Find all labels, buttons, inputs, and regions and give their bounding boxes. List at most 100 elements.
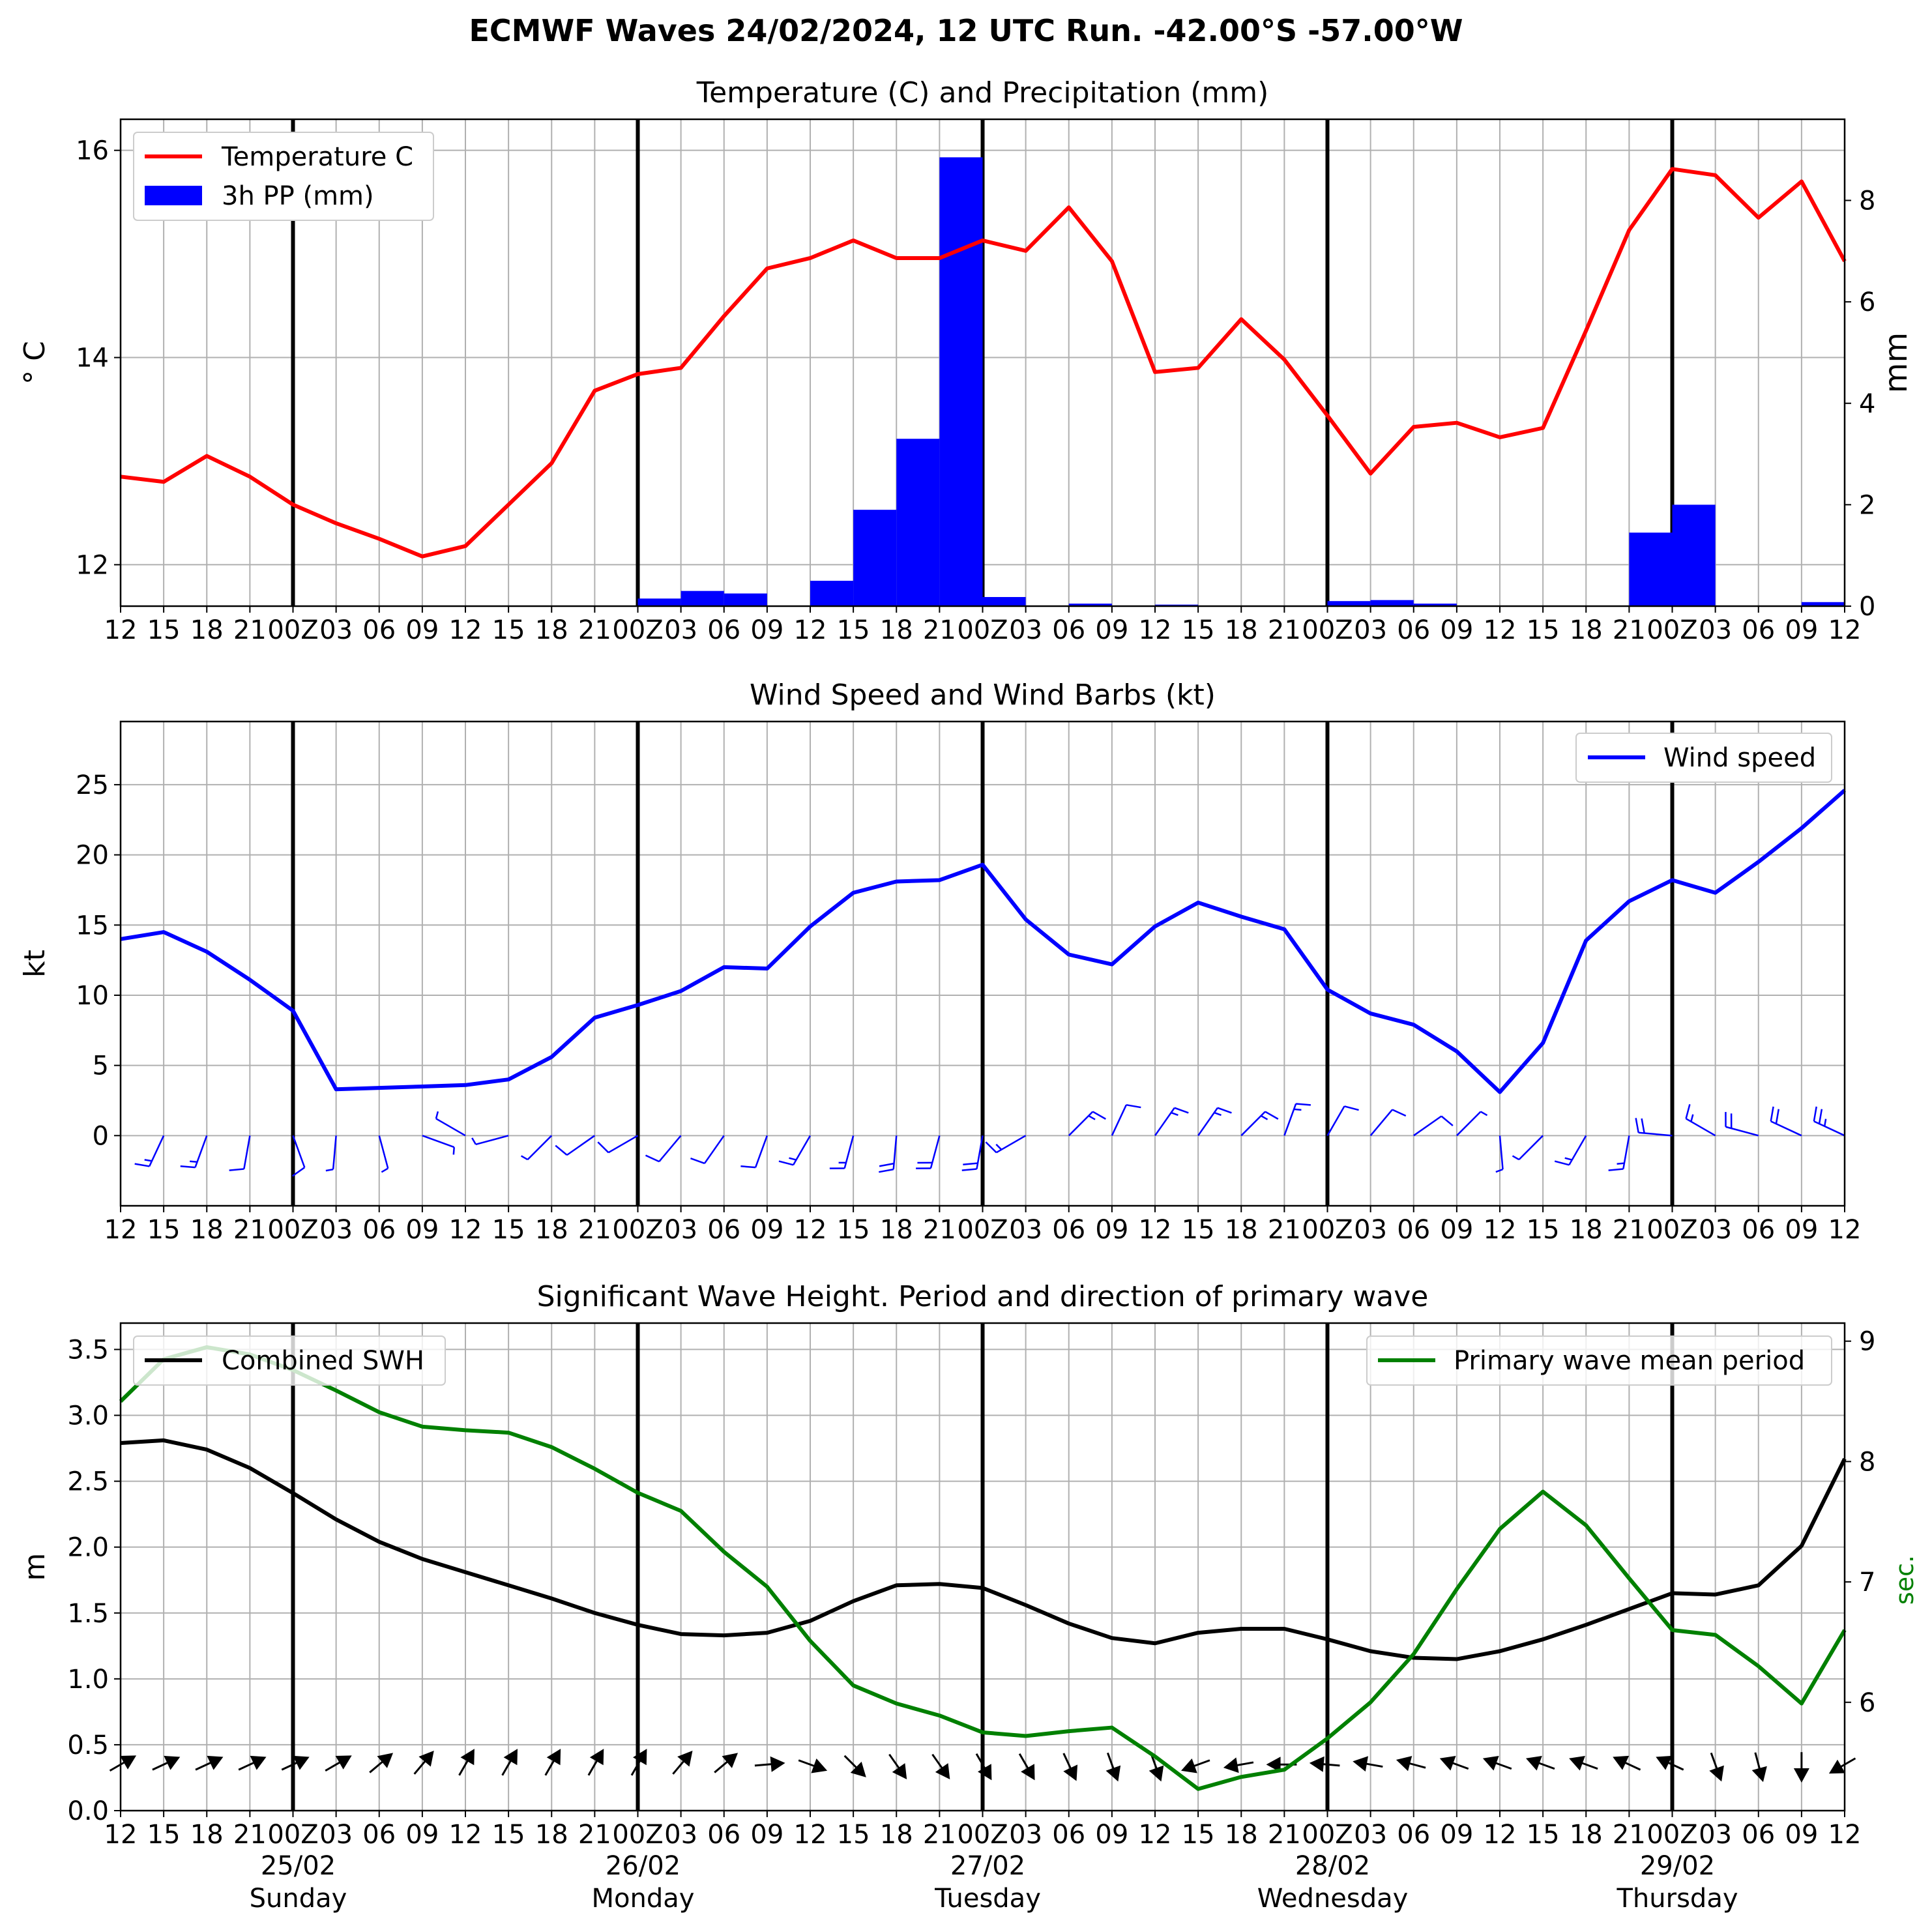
legend-box	[1366, 1335, 1832, 1386]
x-tick-label: 21	[1268, 615, 1301, 645]
precip-bar	[1672, 504, 1716, 606]
wave-arrow-head	[1656, 1755, 1673, 1770]
y-tick-label: 3.5	[67, 1335, 109, 1365]
x-tick-label: 00Z	[1302, 1820, 1353, 1850]
wind-barb-half-feather	[1823, 1118, 1827, 1127]
wind-barb-half-feather	[1214, 1111, 1222, 1116]
wind-barb-feather	[1685, 1103, 1691, 1119]
y-tick-label: 3.0	[67, 1401, 109, 1431]
wind-barb-shaft	[332, 1135, 337, 1170]
wave-direction-arrow	[369, 1753, 394, 1773]
x-tick-label: 15	[492, 615, 525, 645]
wind-barb	[422, 1135, 455, 1155]
y-axis-label-right: sec.	[1890, 1555, 1919, 1605]
wind-barb-shaft	[566, 1135, 596, 1156]
wave-arrow-head	[1105, 1765, 1121, 1782]
wave-arrow-head	[1613, 1755, 1630, 1770]
wind-barb	[1495, 1135, 1504, 1173]
wave-direction-arrow	[1526, 1755, 1555, 1771]
x-tick-label: 18	[880, 1215, 913, 1245]
x-tick-label: 00Z	[1647, 1820, 1697, 1850]
x-tick-label: 03	[1699, 615, 1732, 645]
wind-barb	[1608, 1135, 1630, 1171]
x-tick-label: 18	[535, 615, 568, 645]
wave-direction-arrow	[1439, 1755, 1469, 1771]
x-tick-label: 09	[1095, 615, 1128, 645]
wave-arrow-head	[1063, 1764, 1078, 1781]
wind-barb-half-feather	[1088, 1115, 1096, 1120]
wave-direction-arrow	[458, 1749, 475, 1776]
x-tick-label: 03	[1699, 1820, 1732, 1850]
wind-barb-half-feather	[435, 1111, 439, 1119]
x-tick-label: 00Z	[1647, 1215, 1697, 1245]
wind-barb-shaft	[475, 1135, 509, 1145]
wind-barb	[985, 1135, 1027, 1154]
wave-arrow-head	[978, 1764, 992, 1781]
precip-bar	[1370, 600, 1414, 606]
x-tick-label: 12	[1139, 615, 1172, 645]
wind-barb	[180, 1135, 208, 1169]
wave-arrow-head	[1482, 1755, 1499, 1771]
wind-barb-half-feather	[1617, 1162, 1625, 1165]
wave-arrow-head	[892, 1763, 907, 1780]
legend-box	[133, 1335, 446, 1386]
y-tick-label: 2.0	[67, 1533, 109, 1563]
wind-barb-half-feather	[1495, 1168, 1503, 1173]
x-tick-label: 06	[362, 1215, 396, 1245]
x-tick-label: 18	[880, 615, 913, 645]
wind-barb	[645, 1135, 682, 1163]
x-tick-label: 09	[750, 615, 783, 645]
wave-arrow-head	[633, 1749, 647, 1766]
x-tick-label: 18	[1225, 615, 1258, 645]
wind-barb	[1413, 1115, 1454, 1137]
wave-arrow-head	[377, 1753, 394, 1768]
y-tick-label-right: 9	[1859, 1327, 1875, 1357]
wave-arrow-head	[1396, 1756, 1412, 1772]
wind-barb	[916, 1135, 941, 1169]
wind-barb	[435, 1111, 466, 1137]
wind-barb-feather	[1775, 1109, 1779, 1124]
day-date-label: 27/02	[950, 1851, 1025, 1881]
wave-direction-arrow	[630, 1749, 647, 1776]
x-tick-label: 21	[1613, 1820, 1646, 1850]
wind-barb-feather	[597, 1141, 609, 1154]
wave-direction-arrow	[1018, 1753, 1035, 1781]
x-tick-label: 03	[319, 1215, 353, 1245]
wave-direction-arrow	[1751, 1752, 1767, 1783]
legend-label: Temperature C	[221, 142, 413, 172]
wind-barb	[1111, 1103, 1141, 1136]
wave-arrow-head	[503, 1749, 518, 1766]
wind-barb-feather	[555, 1145, 568, 1156]
wave-arrow-head	[164, 1755, 181, 1770]
x-tick-label: 15	[837, 1215, 870, 1245]
chart-title: ECMWF Waves 24/02/2024, 12 UTC Run. -42.…	[469, 13, 1463, 48]
x-tick-label: 15	[1182, 1215, 1215, 1245]
y-tick-label-right: 2	[1859, 490, 1875, 520]
wind-barb-feather	[291, 1167, 306, 1177]
wave-arrow-head	[418, 1750, 434, 1767]
wave-direction-arrow	[931, 1753, 950, 1780]
x-tick-label: 00Z	[1647, 615, 1697, 645]
wind-barb-shaft	[1499, 1135, 1504, 1170]
wave-arrow-head	[850, 1761, 866, 1777]
precip-bar	[1413, 604, 1457, 606]
x-tick-label: 03	[1009, 615, 1042, 645]
x-tick-label: 21	[1613, 615, 1646, 645]
x-tick-label: 12	[1484, 615, 1517, 645]
wind-barb	[471, 1135, 509, 1145]
wave-direction-arrow	[413, 1750, 434, 1775]
wave-direction-arrow	[109, 1755, 137, 1772]
period-line	[119, 1345, 1847, 1791]
precip-bar	[724, 593, 767, 606]
wind-barb-feather	[1392, 1109, 1407, 1117]
wind-barb-feather	[961, 1168, 977, 1171]
wave-direction-arrow	[1613, 1755, 1641, 1771]
x-tick-label: 12	[449, 1215, 482, 1245]
wave-arrow-head	[1569, 1755, 1585, 1771]
wind-barb-half-feather	[1293, 1108, 1302, 1111]
wind-barb	[378, 1135, 389, 1173]
wind-barb-feather	[963, 1162, 978, 1165]
wind-barb-half-feather	[1564, 1157, 1573, 1161]
day-name-label: Sunday	[250, 1884, 347, 1914]
